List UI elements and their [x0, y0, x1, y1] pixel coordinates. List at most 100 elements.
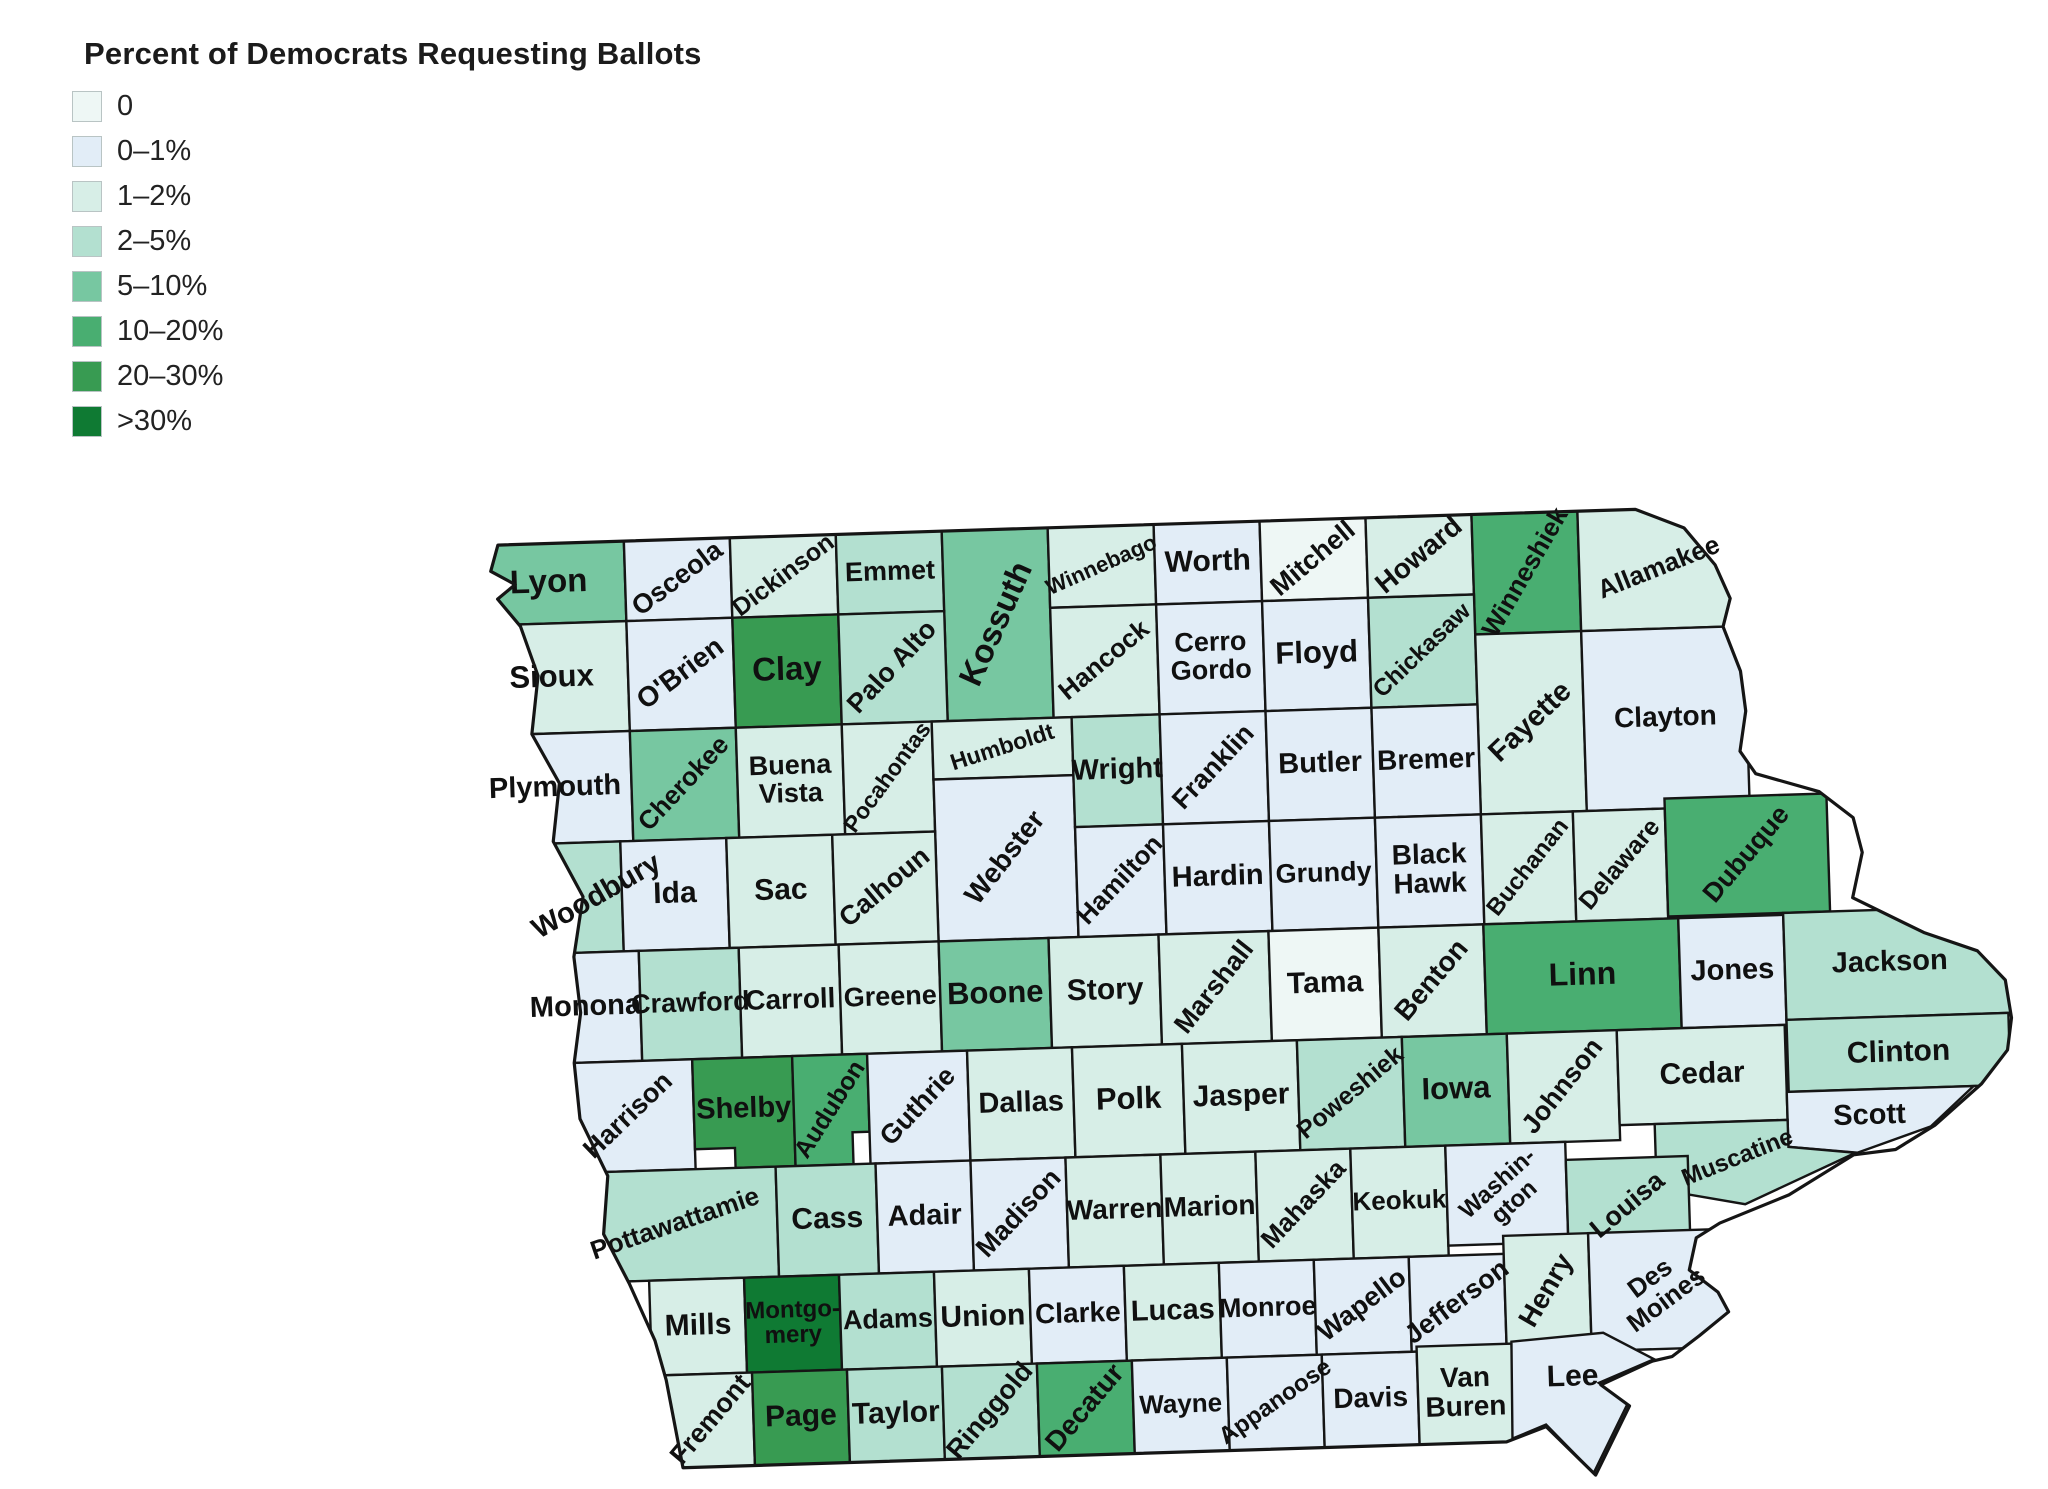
- county-jasper: [1180, 1039, 1302, 1156]
- legend-label: 5–10%: [117, 270, 208, 302]
- legend-label: 0–1%: [117, 135, 192, 167]
- county-adair: [874, 1159, 976, 1275]
- county-ida: [619, 836, 731, 953]
- county-grundy: [1267, 816, 1380, 933]
- county-pocahontas: [840, 720, 937, 836]
- county-des-moines: [1586, 1227, 1731, 1353]
- county-butler: [1264, 706, 1377, 823]
- county-page: [750, 1368, 852, 1467]
- county-o-brien: [625, 616, 738, 733]
- county-benton: [1377, 923, 1489, 1039]
- county-jackson: [1781, 904, 2013, 1022]
- county-wayne: [1130, 1356, 1231, 1455]
- county-crawford: [637, 946, 744, 1063]
- county-davis: [1320, 1350, 1421, 1449]
- county-hamilton: [1073, 823, 1168, 939]
- county-delaware: [1571, 807, 1670, 923]
- county-calhoun: [830, 830, 940, 946]
- county-marshall: [1157, 929, 1274, 1046]
- legend-swatch: [72, 406, 102, 437]
- county-washington: [1444, 1140, 1570, 1247]
- legend-swatch: [72, 361, 102, 392]
- county-black-hawk: [1373, 813, 1486, 929]
- county-bremer: [1370, 703, 1483, 819]
- legend-swatch: [72, 91, 102, 122]
- county-keokuk: [1349, 1144, 1450, 1260]
- county-lucas: [1122, 1261, 1224, 1362]
- county-mitchell: [1258, 516, 1370, 603]
- county-mills: [647, 1276, 749, 1377]
- legend-swatch: [72, 226, 102, 257]
- county-clay: [731, 613, 843, 729]
- county-poweshiek: [1295, 1035, 1407, 1152]
- county-marion: [1159, 1150, 1261, 1266]
- county-dubuque: [1663, 792, 1832, 918]
- county-buchanan: [1479, 810, 1578, 926]
- county-johnson: [1505, 1028, 1622, 1145]
- county-pottawattamie: [562, 1165, 781, 1285]
- county-appanoose: [1225, 1353, 1326, 1452]
- county-decatur: [1035, 1359, 1136, 1458]
- county-greene: [837, 940, 944, 1056]
- county-woodbury: [489, 840, 625, 957]
- county-iowa: [1400, 1032, 1512, 1149]
- county-jones: [1676, 913, 1788, 1030]
- legend-item: 5–10%: [72, 264, 223, 309]
- county-floyd: [1260, 596, 1373, 713]
- county-clayton: [1579, 624, 1751, 813]
- county-warren: [1064, 1153, 1166, 1269]
- county-cass: [774, 1162, 881, 1278]
- legend-item: >30%: [72, 399, 223, 444]
- legend-item: 1–2%: [72, 174, 223, 219]
- county-webster: [932, 773, 1080, 943]
- county-montgomery: [742, 1273, 844, 1374]
- county-jefferson: [1407, 1252, 1508, 1354]
- county-emmet: [834, 529, 946, 616]
- legend-label: 2–5%: [117, 225, 192, 257]
- legend-item: 2–5%: [72, 219, 223, 264]
- county-buena-vista: [734, 723, 847, 839]
- county-sac: [724, 833, 837, 950]
- county-henry: [1501, 1231, 1593, 1351]
- legend-label: 1–2%: [117, 180, 192, 212]
- county-wright: [1070, 713, 1165, 829]
- legend-label: 20–30%: [117, 360, 224, 392]
- county-ringgold: [940, 1362, 1042, 1461]
- county-audubon: [790, 1052, 871, 1168]
- legend-swatch: [72, 271, 102, 302]
- state-border: [489, 507, 2014, 1477]
- county-tama: [1267, 926, 1384, 1043]
- county-fayette: [1473, 629, 1589, 816]
- county-shelby: [690, 1054, 797, 1170]
- county-osceola: [622, 536, 734, 623]
- county-story: [1047, 933, 1164, 1050]
- county-cedar: [1615, 1023, 1789, 1127]
- county-union: [932, 1267, 1034, 1368]
- county-dallas: [965, 1046, 1077, 1162]
- county-cherokee: [628, 726, 741, 843]
- county-sioux: [489, 619, 632, 738]
- county-monroe: [1217, 1258, 1318, 1359]
- county-adams: [837, 1270, 939, 1371]
- county-worth: [1152, 519, 1264, 606]
- legend-swatch: [72, 316, 102, 347]
- county-madison: [969, 1156, 1071, 1272]
- county-clinton: [1785, 1011, 2012, 1094]
- county-boone: [937, 936, 1054, 1053]
- page-title: Percent of Democrats Requesting Ballots: [84, 36, 702, 71]
- county-van-buren: [1415, 1342, 1516, 1446]
- county-winneshiek: [1470, 509, 1583, 636]
- legend-item: 0–1%: [72, 129, 223, 174]
- county-cerro-gordo: [1154, 599, 1267, 716]
- county-kossuth: [940, 526, 1055, 723]
- county-winnebago: [1046, 523, 1158, 610]
- county-scott: [1785, 1084, 1977, 1154]
- county-guthrie: [865, 1049, 972, 1165]
- legend-item: 20–30%: [72, 354, 223, 399]
- legend-swatch: [72, 181, 102, 212]
- county-carroll: [737, 943, 844, 1059]
- county-howard: [1364, 513, 1476, 600]
- county-hardin: [1161, 819, 1274, 936]
